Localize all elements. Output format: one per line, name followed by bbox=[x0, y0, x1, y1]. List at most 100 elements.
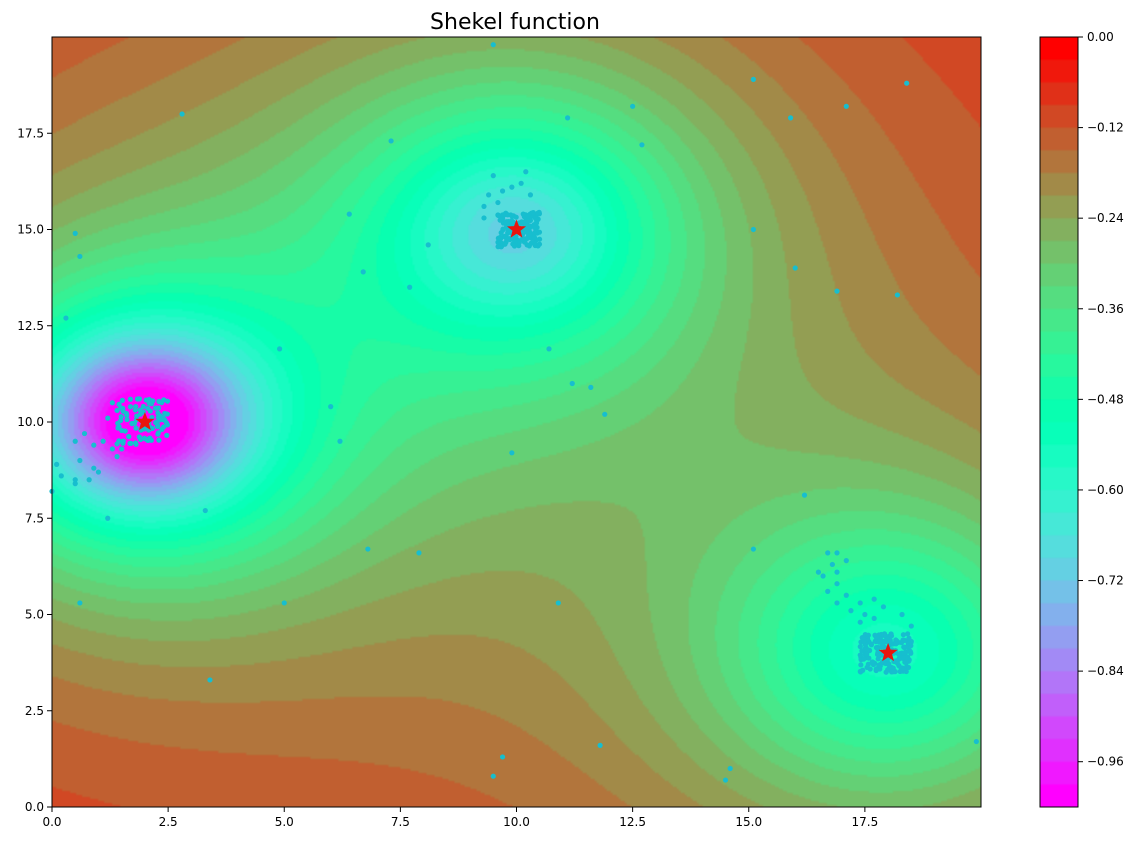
contour-heatmap bbox=[52, 37, 981, 807]
sample-point bbox=[639, 142, 645, 148]
sample-point bbox=[159, 426, 165, 433]
sample-point bbox=[722, 777, 729, 783]
sample-point bbox=[509, 220, 515, 226]
sample-point bbox=[829, 561, 835, 568]
sample-point bbox=[871, 615, 877, 621]
sample-point bbox=[133, 440, 139, 446]
sample-point bbox=[365, 546, 371, 552]
colorbar-tick-label: −0.36 bbox=[1087, 302, 1124, 316]
x-axis: 0.0 2.5 5.0 7.5 10.0 12.5 15.0 17.5 bbox=[42, 807, 878, 829]
sample-point bbox=[527, 192, 534, 198]
global-minimum-star bbox=[507, 219, 526, 238]
sample-point bbox=[519, 236, 526, 242]
samples-layer bbox=[49, 42, 979, 783]
sample-point bbox=[555, 600, 561, 606]
sample-point bbox=[511, 237, 518, 243]
sample-point bbox=[127, 404, 134, 410]
sample-point bbox=[906, 635, 912, 641]
y-tick-label: 0.0 bbox=[25, 800, 44, 814]
sample-point bbox=[486, 192, 492, 198]
sample-point bbox=[750, 226, 756, 233]
sample-point bbox=[127, 396, 134, 402]
sample-point bbox=[337, 438, 343, 444]
sample-point bbox=[876, 662, 882, 668]
sample-point bbox=[531, 234, 538, 241]
sample-point bbox=[892, 659, 899, 665]
colorbar-tick-label: −0.84 bbox=[1087, 664, 1124, 678]
sample-point bbox=[495, 239, 501, 245]
sample-point bbox=[155, 405, 161, 411]
sample-point bbox=[900, 632, 906, 638]
sample-point bbox=[857, 619, 863, 625]
sample-point bbox=[116, 423, 122, 430]
sample-point bbox=[119, 446, 125, 452]
sample-point bbox=[120, 408, 126, 414]
y-tick-label: 17.5 bbox=[17, 126, 44, 140]
sample-point bbox=[905, 664, 912, 671]
sample-point bbox=[140, 403, 147, 410]
sample-point bbox=[416, 550, 422, 556]
sample-point bbox=[505, 228, 511, 234]
sample-point bbox=[155, 430, 161, 436]
sample-point bbox=[877, 652, 883, 658]
sample-point bbox=[54, 461, 60, 467]
sample-point bbox=[141, 435, 147, 441]
colorbar-ticks: 0.00 −0.12 −0.24 −0.36 −0.48 −0.60 −0.72 −0.84 −… bbox=[1078, 30, 1124, 769]
sample-point bbox=[569, 380, 575, 387]
sample-point bbox=[495, 199, 501, 206]
sample-point bbox=[901, 650, 907, 656]
sample-point bbox=[490, 173, 496, 179]
y-tick-label: 15.0 bbox=[17, 223, 44, 237]
sample-point bbox=[857, 669, 864, 675]
minima-markers bbox=[135, 219, 898, 662]
sample-point bbox=[834, 581, 840, 587]
sample-point bbox=[888, 633, 895, 639]
sample-point bbox=[899, 611, 905, 618]
sample-point bbox=[128, 440, 134, 446]
sample-point bbox=[100, 438, 106, 444]
sample-point bbox=[207, 677, 213, 683]
sample-point bbox=[820, 573, 826, 579]
sample-point bbox=[132, 407, 138, 413]
x-tick-label: 5.0 bbox=[275, 815, 294, 829]
sample-point bbox=[843, 558, 849, 564]
sample-point bbox=[481, 203, 487, 209]
sample-point bbox=[815, 569, 822, 575]
sample-point bbox=[502, 241, 508, 247]
sample-point bbox=[834, 288, 840, 294]
sample-point bbox=[388, 138, 394, 144]
sample-point bbox=[901, 644, 907, 650]
sample-point bbox=[843, 592, 849, 598]
sample-point bbox=[530, 209, 536, 216]
sample-point bbox=[848, 608, 854, 614]
sample-point bbox=[905, 631, 911, 637]
sample-point bbox=[490, 42, 496, 48]
sample-point bbox=[905, 654, 911, 660]
sample-point bbox=[787, 115, 794, 121]
sample-point bbox=[503, 235, 510, 242]
x-tick-label: 2.5 bbox=[159, 815, 178, 829]
sample-point bbox=[857, 600, 863, 606]
sample-point bbox=[834, 569, 840, 575]
sample-point bbox=[133, 425, 139, 431]
sample-point bbox=[124, 416, 130, 423]
sample-point bbox=[885, 667, 891, 673]
sample-point bbox=[531, 240, 538, 246]
sample-point bbox=[523, 169, 529, 175]
sample-point bbox=[114, 454, 120, 460]
sample-point bbox=[137, 407, 143, 413]
sample-point bbox=[407, 284, 413, 290]
sample-point bbox=[63, 315, 69, 321]
sample-point bbox=[281, 600, 287, 606]
sample-point bbox=[495, 244, 501, 250]
x-tick-label: 10.0 bbox=[503, 815, 530, 829]
sample-point bbox=[126, 434, 132, 440]
sample-point bbox=[146, 400, 152, 406]
colorbar-tick-label: −0.72 bbox=[1087, 574, 1124, 588]
sample-point bbox=[864, 664, 870, 671]
sample-point bbox=[973, 738, 979, 745]
sample-point bbox=[500, 227, 506, 233]
sample-point bbox=[858, 662, 864, 668]
sample-point bbox=[597, 742, 603, 749]
